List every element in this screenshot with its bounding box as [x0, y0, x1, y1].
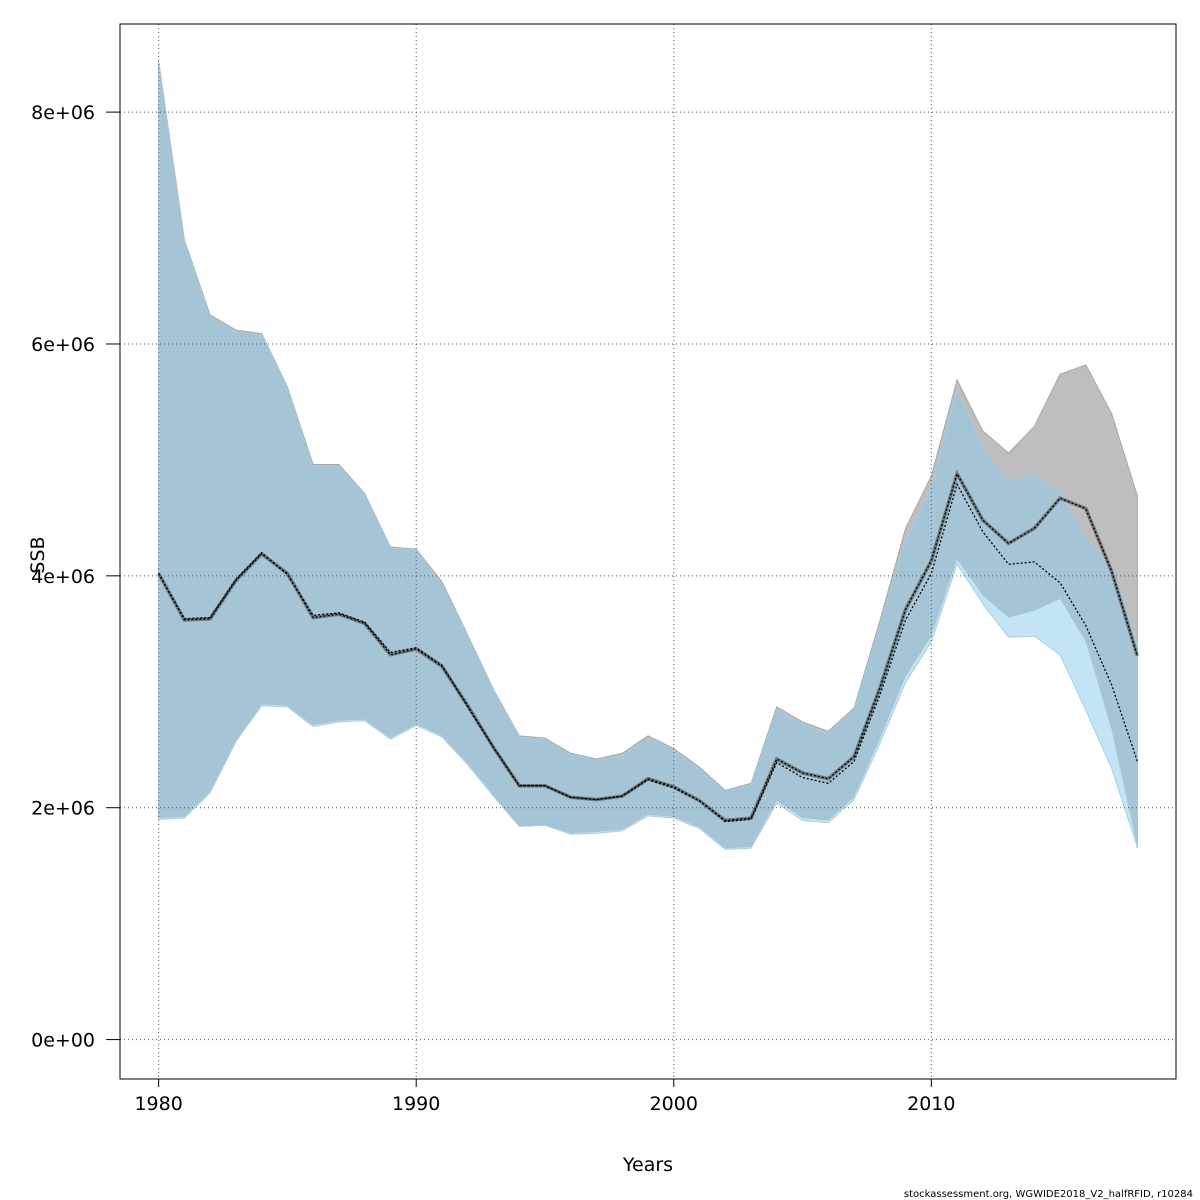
x-tick-label: 2000: [650, 1093, 698, 1115]
x-tick-label: 1980: [134, 1093, 182, 1115]
series-2-line: [158, 482, 1138, 823]
y-tick-label: 0e+00: [31, 1030, 95, 1052]
plot-frame: [119, 23, 1177, 1080]
y-axis: 0e+00 2e+06 4e+06 6e+06 8e+06: [31, 102, 120, 1052]
y-tick-label: 2e+06: [31, 798, 95, 820]
x-tick-label: 1990: [392, 1093, 440, 1115]
series-1-line: [158, 472, 1138, 822]
y-tick-label: 6e+06: [31, 334, 95, 356]
x-tick-label: 2010: [907, 1093, 955, 1115]
x-axis: 1980 1990 2000 2010: [134, 1079, 955, 1115]
x-axis-title: Years: [622, 1154, 673, 1176]
series-lines: [157, 469, 1140, 823]
y-tick-label: 8e+06: [31, 102, 95, 124]
y-tick-label: 4e+06: [31, 566, 95, 588]
footer-credit: stockassessment.org, WGWIDE2018_V2_halfR…: [904, 1189, 1193, 1200]
grid-lines: [120, 24, 1176, 1079]
y-axis-title: SSB: [27, 536, 49, 573]
